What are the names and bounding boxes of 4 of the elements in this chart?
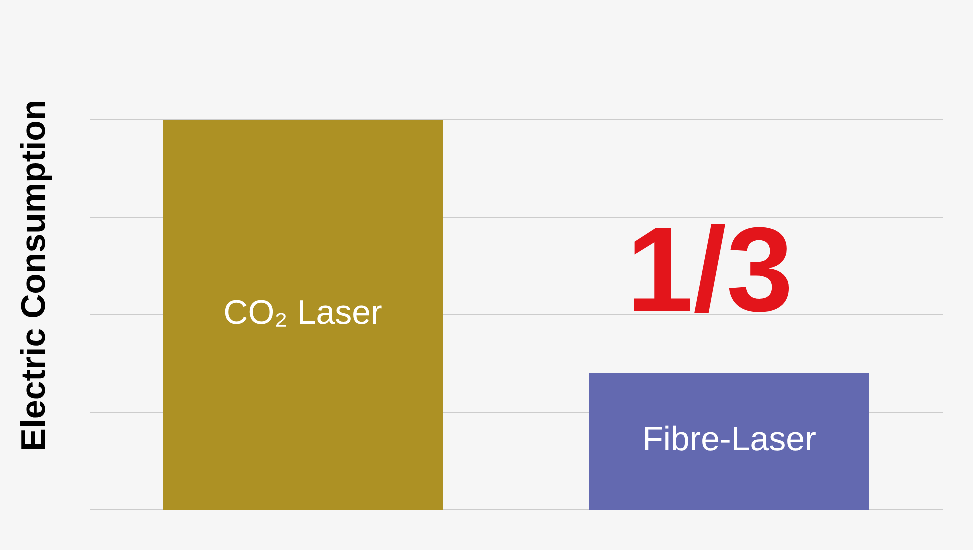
- x-tick-label: CO₂ Laser: [224, 294, 382, 332]
- y-axis-title: Electric Consumption: [16, 99, 54, 451]
- x-tick-label: Fibre-Laser: [642, 420, 816, 459]
- annotation: 1/3: [626, 203, 794, 337]
